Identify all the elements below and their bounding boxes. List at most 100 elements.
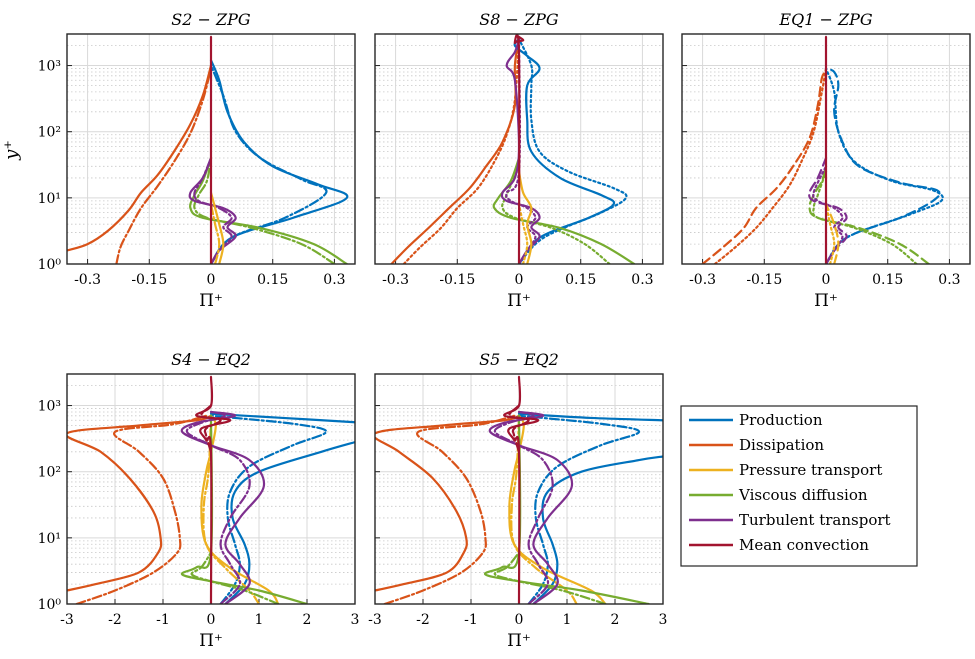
series-production-dashdot: [209, 64, 328, 264]
panel-s5-eq2: -3 -2 -1 0 1 2 3 S5 − EQ2 Π⁺: [368, 350, 667, 651]
axes-frame: [66, 33, 356, 265]
series-dissipation-solid: [67, 64, 213, 252]
panel-title: S2 − ZPG: [171, 10, 251, 29]
series-dissipation-dashdot: [383, 414, 516, 604]
series-pressure-transport-solid: [209, 191, 225, 264]
series-turbulent-transport-dashdot: [493, 410, 554, 604]
series-production-solid: [517, 412, 663, 422]
x-tick-label: 0: [515, 612, 524, 628]
series-pressure-transport-solid: [508, 414, 607, 604]
x-tick-label: -1: [156, 612, 170, 628]
series-dissipation-dashdot: [115, 67, 213, 264]
series-pressure-transport-dashdot: [209, 203, 221, 264]
y-tick-label: 10⁰: [38, 597, 62, 613]
series-turbulent-transport-solid: [188, 156, 237, 264]
series-turbulent-transport-dashdot: [193, 156, 233, 264]
series-group: [375, 375, 663, 604]
series-turbulent-transport-solid: [180, 410, 266, 604]
x-axis-label: Π⁺: [507, 631, 531, 651]
x-tick-label: -3: [60, 612, 74, 628]
y-tick-label: 10¹: [38, 191, 61, 207]
series-dissipation-dotted: [402, 38, 521, 264]
series-viscous-diffusion-solid: [189, 156, 348, 264]
legend-label-pressure-transport: Pressure transport: [739, 461, 882, 479]
x-tick-label: 0.3: [323, 272, 345, 288]
x-tick-label: 3: [659, 612, 668, 628]
x-tick-label: 0: [207, 612, 216, 628]
legend: Production Dissipation Pressure transport V…: [680, 405, 918, 567]
x-tick-label: 0: [822, 272, 831, 288]
x-tick-label: -0.3: [74, 272, 101, 288]
series-turbulent-transport-dashdot: [185, 410, 251, 604]
legend-label-dissipation: Dissipation: [739, 436, 824, 454]
axes-frame: [66, 373, 356, 605]
x-tick-label: -2: [108, 612, 122, 628]
series-mean-convection-solid: [513, 34, 525, 264]
x-tick-label: -0.3: [382, 272, 409, 288]
series-production-dotted: [824, 67, 944, 264]
series-pressure-transport-solid: [200, 414, 280, 604]
series-production-dotted: [517, 38, 628, 264]
x-tick-label: -0.15: [746, 272, 782, 288]
axes-frame: [374, 33, 664, 265]
x-axis-label: Π⁺: [814, 291, 838, 311]
series-pressure-transport-dashdot: [202, 414, 261, 604]
series-mean-convection-dashdot: [508, 404, 530, 453]
legend-label-viscous-diffusion: Viscous diffusion: [738, 486, 868, 504]
x-tick-label: 0.15: [257, 272, 288, 288]
panel-title: S8 − ZPG: [479, 10, 559, 29]
x-tick-label: 0: [515, 272, 524, 288]
series-mean-convection-dashdot: [200, 404, 222, 453]
series-viscous-diffusion-dotted: [812, 170, 918, 264]
series-dissipation-solid: [67, 414, 213, 592]
x-tick-label: 0: [207, 272, 216, 288]
series-turbulent-transport-solid: [488, 410, 574, 604]
x-tick-label: 2: [611, 612, 620, 628]
x-tick-label: 1: [563, 612, 572, 628]
series-pressure-transport-solid: [517, 170, 533, 264]
series-viscous-diffusion-solid: [492, 156, 636, 264]
y-tick-label: 10³: [38, 399, 61, 415]
series-turbulent-transport-solid: [500, 38, 541, 264]
x-tick-label: 0.15: [872, 272, 903, 288]
x-tick-label: 1: [255, 612, 264, 628]
y-tick-label: 10¹: [38, 531, 61, 547]
series-viscous-diffusion-dashdot: [493, 551, 607, 604]
x-tick-label: 2: [303, 612, 312, 628]
x-axis-label: Π⁺: [199, 291, 223, 311]
panel-title: EQ1 − ZPG: [778, 10, 872, 29]
axes-frame: [374, 373, 664, 605]
series-pressure-transport-dotted: [824, 203, 836, 264]
y-tick-label: 10²: [38, 125, 61, 141]
series-viscous-diffusion-dashdot: [193, 156, 336, 264]
x-tick-label: -0.15: [131, 272, 167, 288]
series-dissipation-dotted: [713, 67, 828, 264]
legend-label-turbulent-transport: Turbulent transport: [739, 511, 891, 529]
y-tick-label: 10²: [38, 465, 61, 481]
series-dissipation-dashed: [701, 70, 828, 264]
x-tick-label: -0.3: [689, 272, 716, 288]
panel-s4-eq2: 10⁰ 10¹ 10² 10³ -3 -2 -1 0 1 2 3 S4 − EQ2 Π⁺: [38, 350, 360, 651]
panel-s2-zpg: 10⁰ 10¹ 10² 10³ -0.3 -0.15 0 0.15 0.3 S2 − ZPG Π⁺: [38, 10, 356, 311]
series-group: [67, 35, 349, 264]
y-axis-label: y⁺: [1, 140, 22, 161]
x-tick-label: 0.3: [938, 272, 960, 288]
series-production-solid: [532, 455, 663, 604]
panel-title: S5 − EQ2: [479, 350, 559, 369]
x-tick-label: -0.15: [439, 272, 475, 288]
x-tick-label: -1: [464, 612, 478, 628]
series-viscous-diffusion-dashdot: [190, 551, 280, 604]
series-group: [701, 35, 944, 264]
legend-label-mean-convection: Mean convection: [739, 536, 869, 554]
y-tick-label: 10³: [38, 59, 61, 75]
x-tick-label: -2: [416, 612, 430, 628]
x-tick-label: -3: [368, 612, 382, 628]
series-pressure-transport-dashdot: [510, 414, 578, 604]
x-tick-label: 3: [351, 612, 360, 628]
axes-frame: [681, 33, 971, 265]
x-axis-label: Π⁺: [507, 291, 531, 311]
panel-s8-zpg: -0.3 -0.15 0 0.15 0.3 S8 − ZPG Π⁺: [374, 10, 664, 311]
panel-title: S4 − EQ2: [171, 350, 251, 369]
series-dissipation-solid: [375, 414, 521, 592]
